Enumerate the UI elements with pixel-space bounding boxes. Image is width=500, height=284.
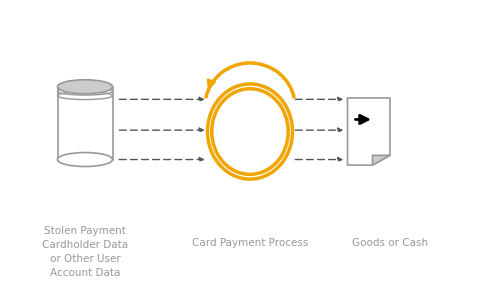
- Polygon shape: [58, 87, 112, 160]
- Ellipse shape: [58, 153, 112, 166]
- Text: Card Payment Process: Card Payment Process: [192, 239, 308, 248]
- Ellipse shape: [58, 80, 112, 94]
- Ellipse shape: [208, 84, 292, 179]
- Polygon shape: [348, 98, 390, 165]
- Text: Goods or Cash: Goods or Cash: [352, 239, 428, 248]
- Ellipse shape: [212, 89, 288, 174]
- Polygon shape: [372, 155, 390, 165]
- Text: Stolen Payment
Cardholder Data
or Other User
Account Data: Stolen Payment Cardholder Data or Other …: [42, 226, 128, 278]
